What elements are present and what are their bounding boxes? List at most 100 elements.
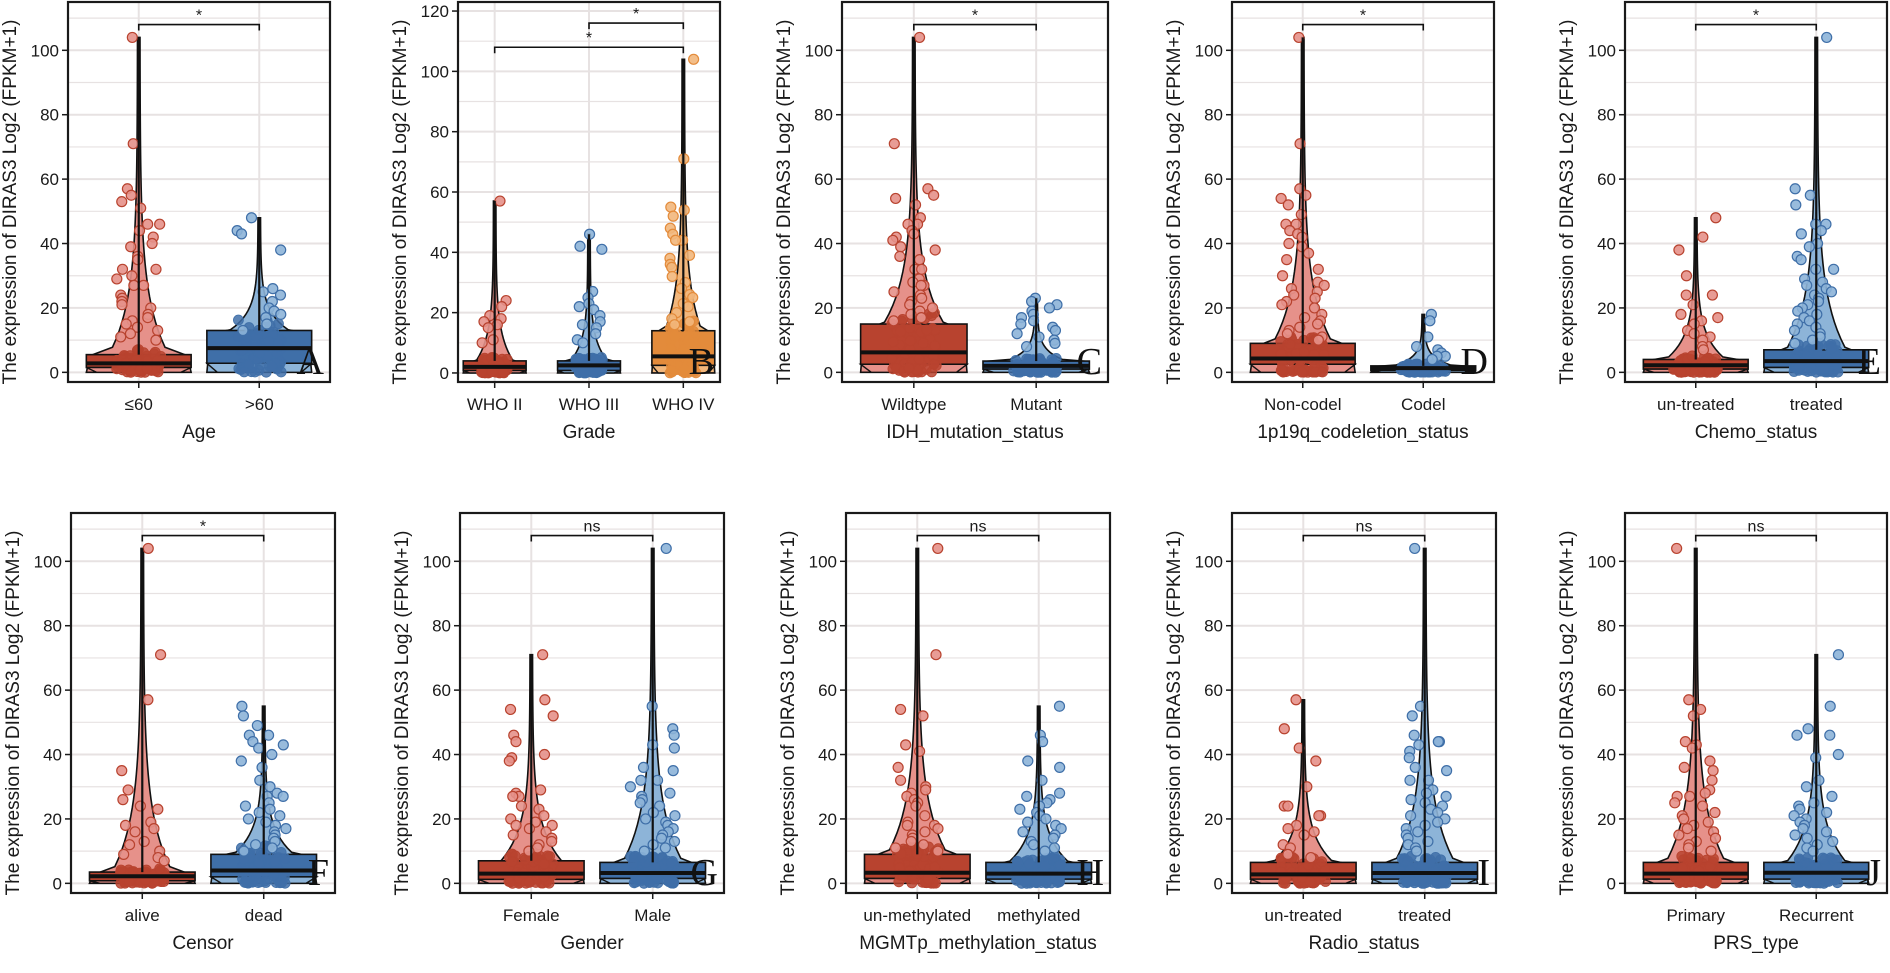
data-point bbox=[1789, 183, 1801, 195]
data-point bbox=[1441, 765, 1453, 777]
data-point bbox=[589, 354, 601, 366]
data-point bbox=[932, 822, 944, 835]
y-tick-label: 60 bbox=[43, 681, 62, 700]
x-category-label: >60 bbox=[245, 395, 274, 414]
significance-bracket bbox=[913, 23, 1037, 31]
data-point bbox=[154, 218, 166, 230]
y-tick-label: 0 bbox=[1607, 363, 1616, 382]
data-point bbox=[1401, 876, 1413, 888]
data-point bbox=[135, 202, 147, 214]
data-point bbox=[1704, 366, 1716, 378]
data-point bbox=[928, 189, 940, 201]
data-point bbox=[684, 339, 696, 351]
data-point bbox=[1282, 848, 1294, 860]
data-point bbox=[137, 279, 150, 291]
y-tick-label: 0 bbox=[440, 364, 449, 383]
data-point bbox=[683, 325, 695, 337]
data-point bbox=[1680, 270, 1693, 282]
data-point bbox=[665, 857, 677, 869]
data-point bbox=[1049, 324, 1062, 337]
data-point bbox=[262, 729, 275, 741]
data-point bbox=[1276, 270, 1289, 282]
data-point bbox=[1803, 241, 1815, 253]
data-point bbox=[682, 301, 694, 313]
x-axis-title: Grade bbox=[563, 422, 616, 443]
data-point bbox=[1054, 761, 1066, 774]
data-point bbox=[929, 861, 941, 873]
y-tick-label: 80 bbox=[1204, 106, 1223, 125]
data-point bbox=[1824, 729, 1836, 741]
data-point bbox=[251, 719, 263, 732]
group-1 bbox=[208, 700, 320, 889]
data-point bbox=[1408, 729, 1420, 741]
data-point bbox=[1821, 806, 1833, 819]
data-point bbox=[111, 273, 123, 285]
data-point bbox=[125, 189, 137, 201]
data-point bbox=[523, 822, 536, 835]
data-point bbox=[573, 352, 585, 364]
data-point bbox=[914, 254, 926, 266]
data-point bbox=[134, 800, 146, 812]
y-tick-label: 0 bbox=[1214, 363, 1223, 382]
data-point bbox=[928, 358, 940, 370]
data-point bbox=[127, 138, 139, 150]
data-point bbox=[1429, 875, 1441, 887]
x-category-label: Male bbox=[634, 906, 671, 925]
data-point bbox=[152, 803, 164, 815]
data-point bbox=[919, 810, 931, 822]
x-axis-title: Gender bbox=[560, 933, 624, 954]
data-point bbox=[116, 196, 128, 208]
data-point bbox=[142, 311, 154, 324]
data-point bbox=[638, 845, 650, 857]
y-tick-label: 100 bbox=[423, 552, 451, 571]
plot-frame bbox=[69, 511, 337, 895]
data-point bbox=[679, 364, 691, 375]
data-point bbox=[1276, 299, 1288, 311]
data-point bbox=[1278, 723, 1290, 735]
data-point bbox=[1320, 876, 1331, 887]
data-point bbox=[111, 363, 123, 375]
data-point bbox=[921, 324, 933, 336]
data-point bbox=[1790, 199, 1802, 211]
data-point bbox=[1305, 851, 1317, 864]
plot-background bbox=[1232, 513, 1496, 893]
data-point bbox=[1284, 338, 1296, 350]
plot-background bbox=[71, 513, 335, 893]
data-point bbox=[1697, 344, 1710, 356]
data-point bbox=[888, 315, 900, 327]
data-point bbox=[910, 800, 922, 812]
data-point bbox=[275, 366, 287, 378]
data-point bbox=[1410, 845, 1423, 857]
data-point bbox=[596, 243, 608, 255]
data-point bbox=[1021, 790, 1033, 802]
data-point bbox=[239, 800, 252, 812]
data-point bbox=[668, 319, 681, 331]
data-point bbox=[1405, 794, 1417, 806]
data-point bbox=[487, 334, 499, 346]
data-point bbox=[1422, 774, 1435, 786]
data-point bbox=[1707, 877, 1719, 889]
y-tick-label: 100 bbox=[1588, 552, 1616, 571]
data-point bbox=[1054, 859, 1066, 871]
data-point bbox=[1312, 334, 1324, 346]
significance-label: ns bbox=[584, 519, 601, 536]
data-point bbox=[1440, 790, 1452, 802]
x-category-label: un-treated bbox=[1265, 906, 1343, 925]
data-point bbox=[628, 858, 639, 869]
data-point bbox=[537, 649, 549, 661]
y-tick-label: 80 bbox=[40, 106, 59, 125]
x-category-label: treated bbox=[1790, 395, 1843, 414]
data-point bbox=[279, 853, 291, 865]
group-0 bbox=[1248, 31, 1358, 378]
data-point bbox=[590, 328, 602, 340]
plot-frame bbox=[844, 511, 1112, 895]
panel-b: 0 20 40 60 80 100 120 WHO II WHO III WHO IV * * B Gra… bbox=[390, 0, 722, 443]
data-point bbox=[1793, 853, 1805, 865]
data-point bbox=[245, 212, 258, 224]
data-point bbox=[668, 729, 680, 741]
data-point bbox=[892, 761, 904, 774]
y-tick-label: 0 bbox=[1214, 874, 1223, 893]
data-point bbox=[669, 330, 680, 342]
panel-letter: C bbox=[1077, 341, 1102, 383]
data-point bbox=[503, 755, 515, 767]
